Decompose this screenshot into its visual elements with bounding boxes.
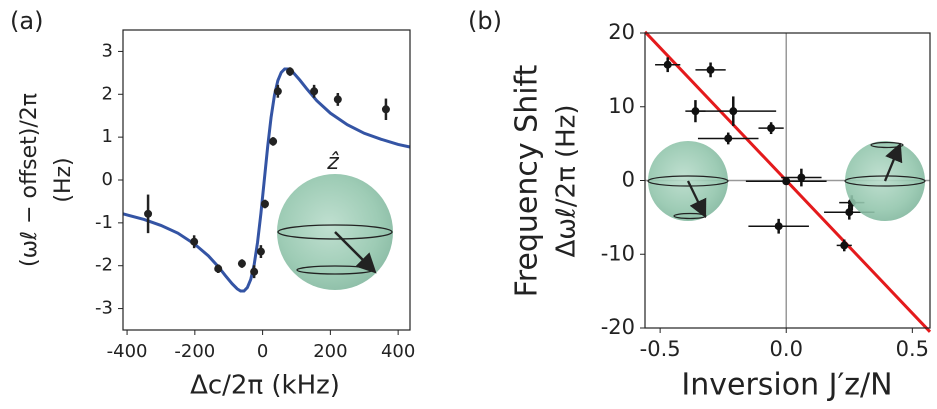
y-tick-label: -2 (95, 255, 113, 276)
data-point (144, 209, 153, 218)
data-point (663, 60, 672, 69)
data-point (782, 177, 791, 186)
x-tick-label: 0.0 (770, 337, 803, 361)
data-point (845, 208, 854, 217)
panel: -400 -200 0 200 400 3 2 1 0 -1 -2 -3 (95, 29, 415, 362)
x-tick-label: 400 (381, 341, 415, 362)
data-point (774, 222, 783, 231)
y-tick-label: 10 (608, 94, 635, 118)
data-point (724, 134, 733, 143)
data-point (767, 124, 776, 133)
data-point (333, 95, 342, 104)
y-tick-label: 2 (102, 83, 113, 104)
x-tick-label: 200 (313, 341, 347, 362)
y-tick-label: 3 (102, 40, 113, 61)
y-tick-label: 0 (102, 169, 113, 190)
data-point (237, 259, 246, 268)
x-tick-label: 0.5 (896, 337, 929, 361)
data-point (286, 67, 295, 76)
data-point (190, 237, 199, 246)
annotation: ẑ (326, 150, 339, 175)
x-axis-label: Δc/2π (kHz) (190, 371, 340, 401)
y-tick-label: 0 (622, 168, 635, 192)
y-tick-label: 20 (608, 20, 635, 44)
data-point (273, 87, 282, 96)
y-axis-label: Δωℓ/2π (Hz) (552, 104, 582, 257)
data-point (840, 241, 849, 250)
data-point (310, 87, 319, 96)
y-axis-label: (Hz) (51, 157, 76, 202)
panel-label: (a) (10, 7, 43, 35)
data-point (250, 267, 259, 276)
data-point (797, 173, 806, 182)
data-point (269, 137, 278, 146)
y-tick-label: -1 (95, 212, 113, 233)
data-point (214, 264, 223, 273)
y-tick-label: -3 (95, 298, 113, 319)
line (122, 67, 411, 293)
data-point (381, 105, 390, 114)
sphere-b-right (844, 141, 926, 221)
axes-frame (122, 29, 411, 331)
data-point (706, 65, 715, 74)
data-point (260, 200, 269, 208)
x-tick-label: -0.5 (640, 337, 681, 361)
y-tick-label: -10 (601, 241, 635, 265)
y-axis-label: (ωℓ − offset)/2π (17, 93, 42, 267)
y-axis-label: Frequency Shift (510, 64, 545, 297)
y-tick-label: -20 (601, 315, 635, 339)
panel-label: (b) (468, 7, 502, 35)
sphere-b-left (647, 141, 729, 221)
sphere-a (277, 174, 393, 290)
plot-area (122, 67, 411, 293)
data-point (729, 107, 738, 116)
y-tick-label: 1 (102, 126, 113, 147)
x-axis-label: Inversion J′z/N (681, 368, 892, 403)
data-point (256, 247, 265, 256)
x-tick-label: 0 (257, 341, 268, 362)
x-tick-label: -200 (174, 341, 215, 362)
x-tick-label: -400 (107, 341, 148, 362)
